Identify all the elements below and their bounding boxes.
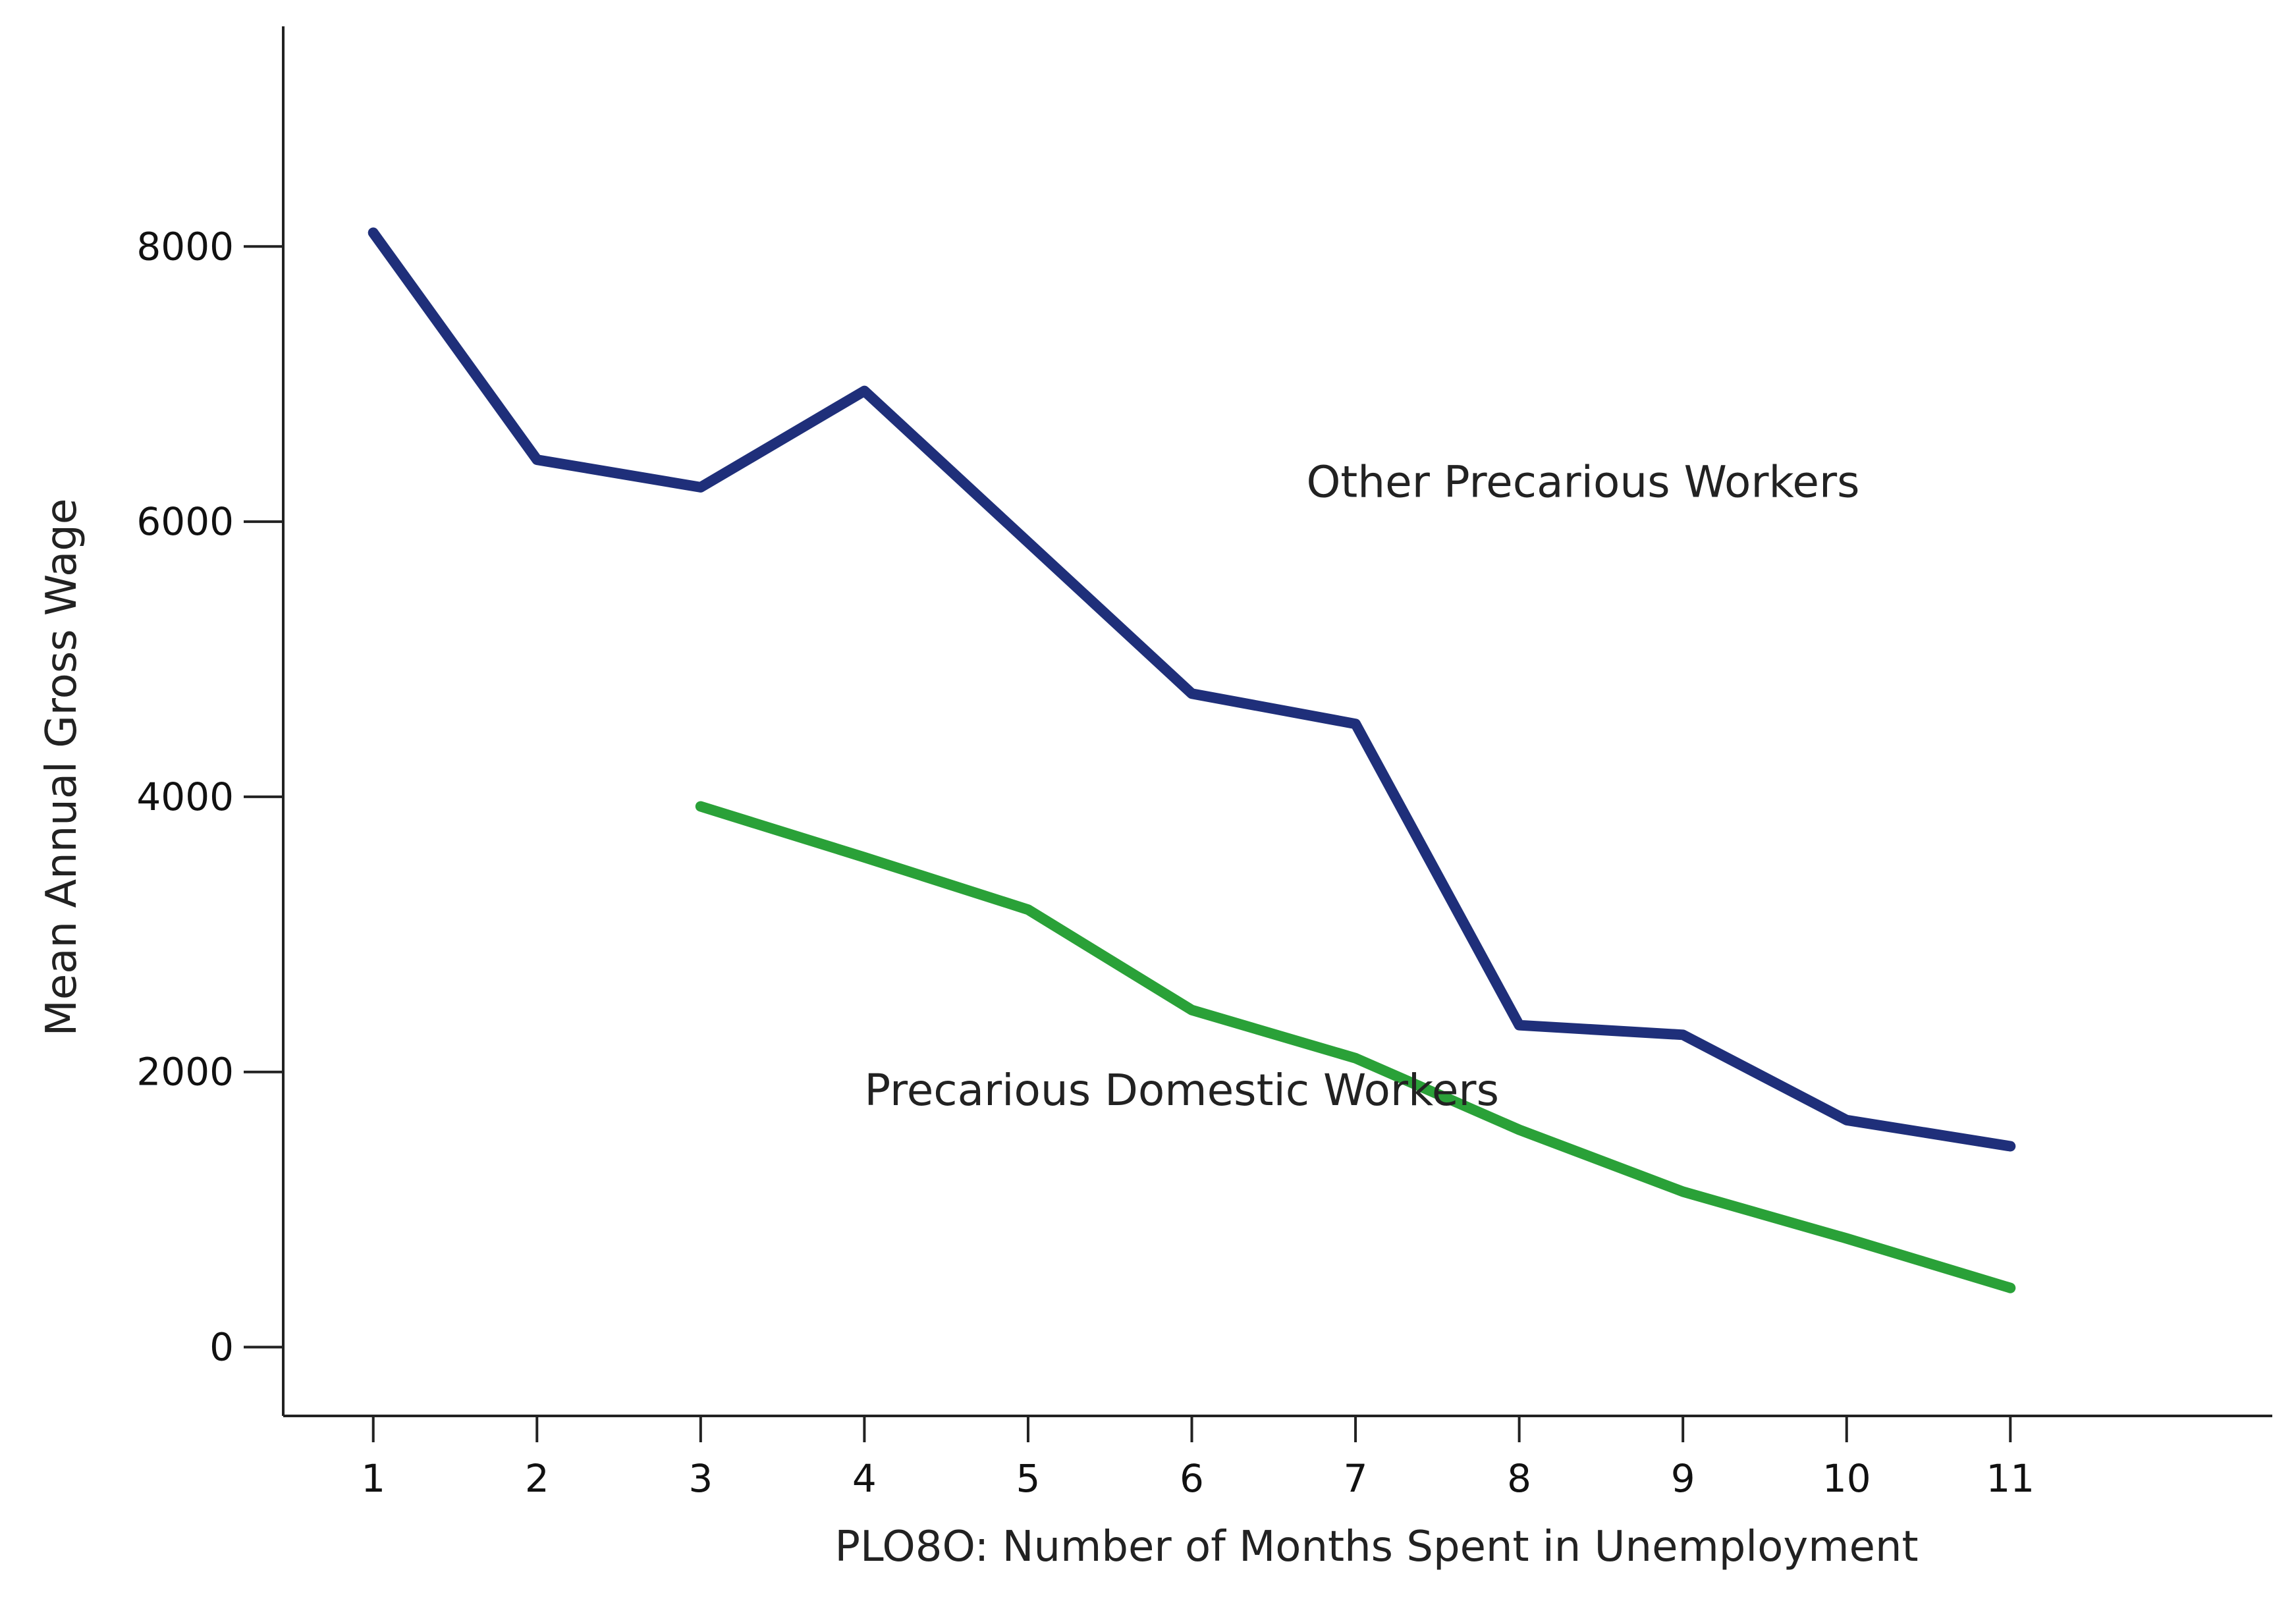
y-tick-label: 2000 (136, 1050, 234, 1095)
data-point (1517, 1023, 1521, 1027)
x-axis-title: PLO8O: Number of Months Spent in Unemplo… (834, 1523, 1918, 1571)
series-label-2: Precarious Domestic Workers (864, 1065, 1499, 1116)
data-point (1026, 541, 1029, 544)
data-point (2009, 1145, 2012, 1148)
data-point (1354, 722, 1357, 726)
axes (282, 26, 2272, 1417)
data-point (371, 231, 375, 234)
data-point (1681, 1033, 1685, 1037)
x-tick-label: 1 (361, 1456, 385, 1501)
data-point (1026, 908, 1029, 911)
series-label-1: Other Precarious Workers (1306, 456, 1859, 507)
x-tick-label: 5 (1016, 1456, 1040, 1501)
y-tick-label: 6000 (136, 499, 234, 544)
data-point (699, 485, 702, 489)
y-tick-label: 4000 (136, 774, 234, 819)
data-point (1190, 1008, 1193, 1012)
series-labels: Other Precarious Workers Precarious Domes… (864, 456, 1859, 1115)
data-point (2009, 1286, 2012, 1289)
data-point (863, 389, 866, 393)
y-tick-label: 0 (209, 1325, 234, 1370)
x-tick-label: 7 (1344, 1456, 1368, 1501)
x-ticks: 1 2 3 4 5 6 7 8 9 10 11 (361, 1416, 2035, 1501)
series-line-2 (695, 801, 2016, 1293)
data-point (1354, 1056, 1357, 1060)
data-point (1681, 1190, 1685, 1193)
data-point (1190, 692, 1193, 695)
data-point (1845, 1237, 1848, 1240)
y-tick-label: 8000 (136, 224, 234, 269)
x-tick-label: 3 (688, 1456, 713, 1501)
data-point (863, 855, 866, 859)
y-axis-title: Mean Annual Gross Wage (38, 499, 86, 1037)
y-ticks: 0 2000 4000 6000 8000 (136, 224, 283, 1370)
x-tick-label: 4 (852, 1456, 877, 1501)
x-tick-label: 2 (525, 1456, 549, 1501)
series-lines (368, 227, 2016, 1293)
x-tick-label: 8 (1507, 1456, 1531, 1501)
x-tick-label: 11 (1986, 1456, 2035, 1501)
data-point (1845, 1118, 1848, 1122)
x-tick-label: 6 (1180, 1456, 1204, 1501)
data-point (535, 458, 539, 462)
x-tick-label: 10 (1822, 1456, 1871, 1501)
data-point (1517, 1128, 1521, 1131)
data-point (699, 805, 702, 808)
x-tick-label: 9 (1671, 1456, 1695, 1501)
